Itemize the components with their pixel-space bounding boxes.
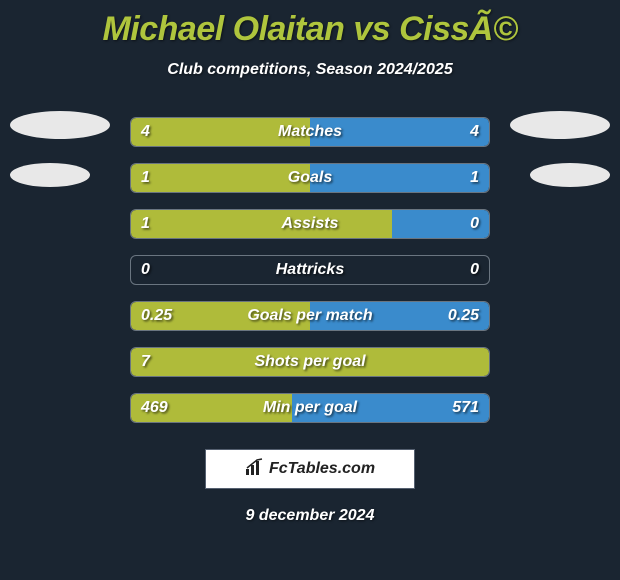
stat-value-left: 1 bbox=[141, 210, 150, 238]
stat-value-left: 7 bbox=[141, 348, 150, 376]
player-placeholder bbox=[530, 163, 610, 187]
stat-row: 7Shots per goal bbox=[0, 339, 620, 385]
stat-value-right: 1 bbox=[470, 164, 479, 192]
bar-right bbox=[310, 118, 489, 146]
stat-value-left: 0 bbox=[141, 256, 150, 284]
footer-logo: FcTables.com bbox=[205, 449, 415, 489]
chart-icon bbox=[245, 458, 265, 481]
bar-left bbox=[131, 210, 392, 238]
bar-track: 7Shots per goal bbox=[130, 347, 490, 377]
bar-left bbox=[131, 164, 310, 192]
stat-value-right: 0 bbox=[470, 256, 479, 284]
bar-left bbox=[131, 348, 489, 376]
player-placeholder bbox=[10, 163, 90, 187]
stat-value-right: 4 bbox=[470, 118, 479, 146]
stat-row: 10Assists bbox=[0, 201, 620, 247]
bar-left bbox=[131, 118, 310, 146]
bar-right bbox=[310, 164, 489, 192]
stat-value-left: 0.25 bbox=[141, 302, 172, 330]
page-subtitle: Club competitions, Season 2024/2025 bbox=[0, 61, 620, 79]
stat-value-left: 1 bbox=[141, 164, 150, 192]
bar-track: 469571Min per goal bbox=[130, 393, 490, 423]
player-placeholder bbox=[510, 111, 610, 139]
bar-track: 44Matches bbox=[130, 117, 490, 147]
stat-value-right: 571 bbox=[452, 394, 479, 422]
footer-logo-text: FcTables.com bbox=[269, 460, 375, 478]
bar-track: 0 0Hattricks bbox=[130, 255, 490, 285]
stat-value-right: 0 bbox=[470, 210, 479, 238]
stat-label: Hattricks bbox=[131, 256, 489, 284]
comparison-chart: 44Matches11Goals10Assists00Hattricks0.25… bbox=[0, 109, 620, 431]
stat-value-left: 4 bbox=[141, 118, 150, 146]
bar-track: 0.250.25Goals per match bbox=[130, 301, 490, 331]
footer-date: 9 december 2024 bbox=[0, 507, 620, 525]
player-placeholder bbox=[10, 111, 110, 139]
stat-row: 469571Min per goal bbox=[0, 385, 620, 431]
stat-row: 11Goals bbox=[0, 155, 620, 201]
stat-row: 0 0Hattricks bbox=[0, 247, 620, 293]
bar-track: 11Goals bbox=[130, 163, 490, 193]
stat-value-right: 0.25 bbox=[448, 302, 479, 330]
stat-value-left: 469 bbox=[141, 394, 168, 422]
bar-track: 10Assists bbox=[130, 209, 490, 239]
page-title: Michael Olaitan vs CissÃ© bbox=[0, 0, 620, 49]
stat-row: 0.250.25Goals per match bbox=[0, 293, 620, 339]
